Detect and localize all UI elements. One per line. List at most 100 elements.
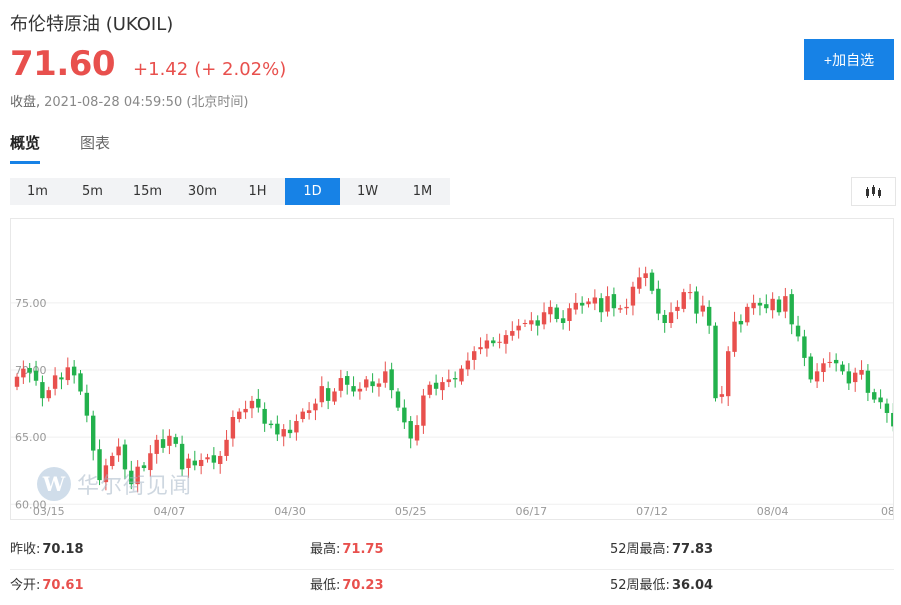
candle-body	[300, 411, 305, 420]
stat-value: 77.83	[671, 542, 714, 557]
tab-overview[interactable]: 概览	[10, 132, 41, 164]
stat-value: 70.61	[42, 578, 84, 593]
watermark-text: 华尔街见闻	[77, 474, 193, 499]
candle-body	[395, 391, 401, 408]
candle-body	[726, 351, 731, 397]
stat-value: 70.23	[342, 578, 384, 593]
stats-row: 今开: 70.61 最低: 70.23 52周最低: 36.04	[10, 570, 894, 605]
candle-body	[357, 388, 363, 392]
candle-body	[78, 373, 83, 392]
candle-body	[732, 321, 737, 352]
x-tick-label: 07/12	[636, 505, 668, 518]
price-chart[interactable]: 75.0070.0065.0060.0003/1504/0704/3005/25…	[10, 218, 894, 520]
candle-body	[116, 446, 121, 456]
period-selector: 1m 5m 15m 30m 1H 1D 1W 1M	[10, 178, 450, 205]
candle-body	[205, 457, 210, 460]
candle-body	[579, 302, 585, 306]
add-to-watchlist-button[interactable]: +加自选	[804, 39, 894, 80]
period-1m[interactable]: 1m	[27, 184, 48, 199]
change-absolute: +1.42	[133, 59, 189, 80]
candle-body	[59, 377, 64, 380]
candle-body	[637, 277, 642, 289]
candle-body	[802, 336, 807, 358]
candle-body	[135, 466, 140, 485]
candle-body	[751, 302, 756, 309]
change-percent: (+ 2.02%)	[194, 59, 287, 80]
candle-body	[808, 356, 813, 380]
candle-body	[268, 423, 274, 426]
candle-body	[472, 351, 477, 360]
candle-body	[294, 421, 299, 433]
price-row: 71.60 +1.42 (+ 2.02%)	[10, 44, 292, 84]
x-tick-label: 08/2	[881, 505, 893, 518]
y-tick-label: 75.00	[15, 297, 47, 310]
candle-body	[510, 331, 515, 336]
period-5m[interactable]: 5m	[82, 184, 103, 199]
candle-body	[776, 299, 782, 313]
y-tick-label: 65.00	[15, 431, 47, 444]
stat-value: 71.75	[342, 542, 384, 557]
status-time: 2021-08-28 04:59:50 (北京时间)	[44, 95, 249, 110]
candle-body	[179, 443, 185, 470]
candle-body	[249, 400, 255, 409]
candle-body	[516, 325, 521, 331]
candle-body	[103, 465, 109, 483]
candle-body	[122, 444, 128, 470]
candle-body	[46, 390, 51, 399]
candle-body	[713, 325, 718, 399]
period-1mo[interactable]: 1M	[412, 184, 433, 199]
candle-body	[891, 412, 893, 427]
candle-body	[287, 429, 293, 434]
candle-body	[408, 421, 413, 439]
candle-body	[827, 361, 832, 363]
candle-body	[535, 320, 540, 326]
stat-low: 最低: 70.23	[310, 578, 384, 593]
candle-body	[91, 415, 96, 451]
candle-body	[770, 298, 775, 311]
candle-body	[167, 435, 172, 446]
x-tick-label: 04/07	[154, 505, 186, 518]
candle-body	[452, 378, 458, 380]
candle-body	[211, 455, 217, 463]
period-1d[interactable]: 1D	[285, 178, 340, 205]
candle-body	[541, 312, 547, 325]
x-tick-label: 06/17	[515, 505, 547, 518]
tab-bar: 概览 图表	[10, 132, 150, 164]
period-15m[interactable]: 15m	[132, 184, 163, 199]
candle-body	[306, 410, 312, 413]
page-title: 布伦特原油 (UKOIL)	[10, 14, 174, 35]
candle-body	[192, 460, 197, 466]
candle-body	[338, 378, 344, 391]
candle-body	[376, 383, 382, 387]
candle-body	[821, 363, 826, 373]
candle-body	[84, 392, 90, 416]
candle-body	[859, 370, 864, 375]
candle-body	[224, 439, 229, 456]
candle-body	[173, 437, 178, 444]
candle-body	[389, 369, 394, 391]
period-1h[interactable]: 1H	[248, 184, 267, 199]
candle-body	[21, 368, 26, 378]
candle-body	[402, 407, 407, 423]
candle-body	[833, 359, 839, 364]
stats-row: 昨收: 70.18 最高: 71.75 52周最高: 77.83	[10, 534, 894, 570]
candle-body	[643, 273, 648, 279]
candle-body	[319, 386, 324, 403]
candle-body	[592, 297, 598, 304]
candle-body	[446, 379, 451, 383]
candle-body	[459, 368, 464, 382]
period-1w[interactable]: 1W	[356, 184, 379, 199]
candle-body	[719, 394, 725, 397]
chart-type-button[interactable]	[851, 177, 896, 206]
period-30m[interactable]: 30m	[187, 184, 218, 199]
candle-body	[738, 320, 744, 325]
tab-chart[interactable]: 图表	[80, 134, 111, 152]
x-tick-label: 03/15	[33, 505, 65, 518]
candle-body	[846, 371, 852, 384]
stat-value: 36.04	[671, 578, 714, 593]
candle-body	[313, 403, 318, 411]
candle-body	[567, 308, 572, 321]
candle-body	[110, 455, 115, 467]
candle-body	[262, 408, 267, 424]
candle-body	[840, 364, 845, 372]
